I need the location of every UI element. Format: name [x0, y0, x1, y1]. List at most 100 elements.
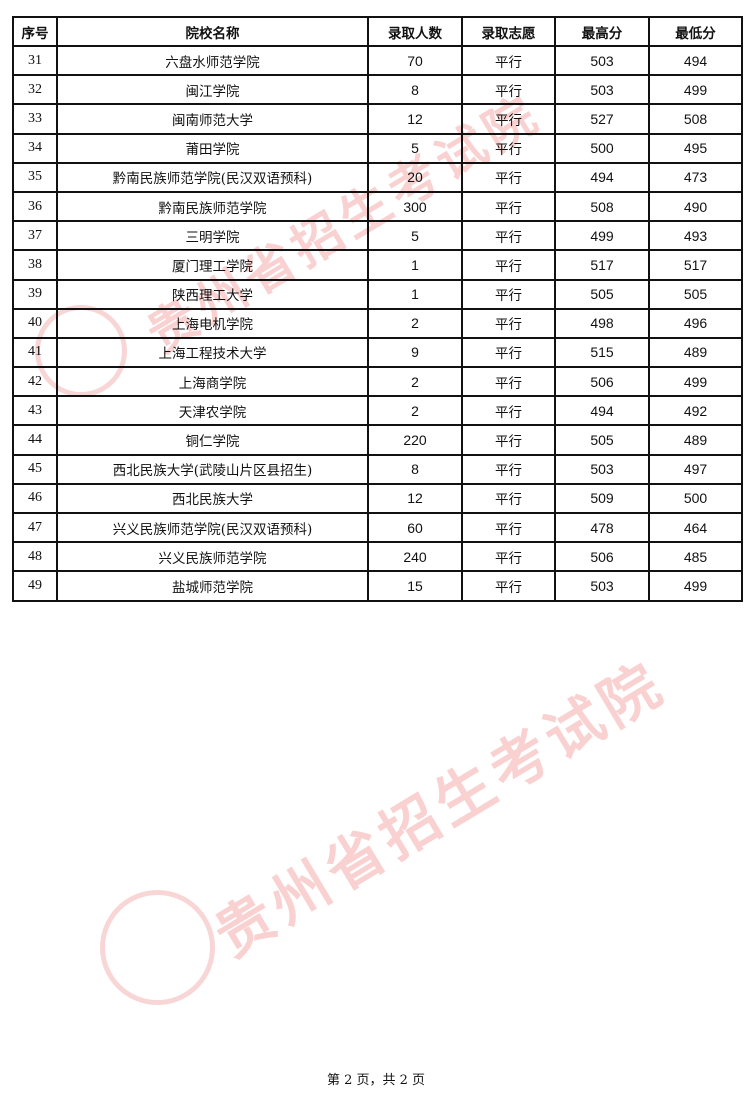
cell-max-score: 503 — [554, 453, 650, 485]
cell-max-score: 506 — [554, 366, 650, 398]
cell-max-score: 503 — [554, 570, 650, 602]
cell-index: 43 — [12, 395, 58, 427]
cell-max-score: 500 — [554, 132, 650, 164]
header-admitted-count: 录取人数 — [367, 16, 463, 47]
cell-max-score: 498 — [554, 307, 650, 339]
cell-preference: 平行 — [461, 44, 556, 77]
cell-preference: 平行 — [461, 395, 556, 427]
cell-admitted-count: 8 — [367, 74, 463, 106]
table-row: 37 三明学院 5 平行 499 493 — [12, 220, 743, 252]
cell-index: 46 — [12, 482, 58, 515]
cell-index: 32 — [12, 74, 58, 106]
cell-admitted-count: 15 — [367, 570, 463, 602]
cell-school-name: 上海电机学院 — [56, 307, 369, 339]
cell-school-name: 闽南师范大学 — [56, 103, 369, 135]
cell-preference: 平行 — [461, 190, 556, 223]
cell-index: 35 — [12, 161, 58, 193]
cell-min-score: 495 — [648, 132, 743, 164]
cell-school-name: 黔南民族师范学院(民汉双语预科) — [56, 161, 369, 193]
header-max-score: 最高分 — [554, 16, 650, 47]
table-row: 31 六盘水师范学院 70 平行 503 494 — [12, 44, 743, 77]
table-row: 47 兴义民族师范学院(民汉双语预科) 60 平行 478 464 — [12, 511, 743, 544]
cell-preference: 平行 — [461, 161, 556, 193]
table-row: 38 厦门理工学院 1 平行 517 517 — [12, 249, 743, 281]
cell-max-score: 494 — [554, 161, 650, 193]
cell-min-score: 490 — [648, 190, 743, 223]
cell-school-name: 厦门理工学院 — [56, 249, 369, 281]
cell-preference: 平行 — [461, 278, 556, 310]
cell-admitted-count: 20 — [367, 161, 463, 193]
header-min-score: 最低分 — [648, 16, 743, 47]
cell-max-score: 505 — [554, 424, 650, 456]
cell-min-score: 489 — [648, 424, 743, 456]
cell-max-score: 494 — [554, 395, 650, 427]
table-row: 42 上海商学院 2 平行 506 499 — [12, 366, 743, 398]
cell-min-score: 500 — [648, 482, 743, 515]
cell-school-name: 闽江学院 — [56, 74, 369, 106]
cell-admitted-count: 2 — [367, 307, 463, 339]
cell-admitted-count: 9 — [367, 336, 463, 369]
cell-admitted-count: 220 — [367, 424, 463, 456]
cell-preference: 平行 — [461, 132, 556, 164]
cell-preference: 平行 — [461, 307, 556, 339]
cell-school-name: 铜仁学院 — [56, 424, 369, 456]
cell-min-score: 473 — [648, 161, 743, 193]
table-row: 45 西北民族大学(武陵山片区县招生) 8 平行 503 497 — [12, 453, 743, 485]
cell-max-score: 503 — [554, 44, 650, 77]
cell-index: 33 — [12, 103, 58, 135]
cell-school-name: 西北民族大学(武陵山片区县招生) — [56, 453, 369, 485]
cell-index: 31 — [12, 44, 58, 77]
cell-admitted-count: 70 — [367, 44, 463, 77]
cell-min-score: 497 — [648, 453, 743, 485]
cell-admitted-count: 2 — [367, 395, 463, 427]
cell-admitted-count: 5 — [367, 132, 463, 164]
cell-admitted-count: 8 — [367, 453, 463, 485]
cell-admitted-count: 12 — [367, 482, 463, 515]
cell-min-score: 517 — [648, 249, 743, 281]
table-row: 49 盐城师范学院 15 平行 503 499 — [12, 570, 743, 602]
cell-max-score: 509 — [554, 482, 650, 515]
cell-max-score: 478 — [554, 511, 650, 544]
cell-max-score: 527 — [554, 103, 650, 135]
admission-table: 序号 院校名称 录取人数 录取志愿 最高分 最低分 31 六盘水师范学院 70 平行 503 494… — [12, 16, 743, 602]
cell-min-score: 505 — [648, 278, 743, 310]
cell-index: 40 — [12, 307, 58, 339]
header-school-name: 院校名称 — [56, 16, 369, 47]
cell-index: 38 — [12, 249, 58, 281]
cell-preference: 平行 — [461, 453, 556, 485]
watermark-logo-icon — [100, 890, 215, 1005]
cell-max-score: 505 — [554, 278, 650, 310]
table-row: 40 上海电机学院 2 平行 498 496 — [12, 307, 743, 339]
table-row: 36 黔南民族师范学院 300 平行 508 490 — [12, 190, 743, 223]
cell-min-score: 496 — [648, 307, 743, 339]
cell-admitted-count: 1 — [367, 278, 463, 310]
cell-admitted-count: 5 — [367, 220, 463, 252]
cell-school-name: 天津农学院 — [56, 395, 369, 427]
table-row: 34 莆田学院 5 平行 500 495 — [12, 132, 743, 164]
table-row: 32 闽江学院 8 平行 503 499 — [12, 74, 743, 106]
cell-school-name: 盐城师范学院 — [56, 570, 369, 602]
cell-index: 44 — [12, 424, 58, 456]
cell-preference: 平行 — [461, 74, 556, 106]
cell-index: 36 — [12, 190, 58, 223]
cell-index: 34 — [12, 132, 58, 164]
cell-max-score: 506 — [554, 541, 650, 573]
cell-min-score: 489 — [648, 336, 743, 369]
cell-index: 41 — [12, 336, 58, 369]
cell-school-name: 莆田学院 — [56, 132, 369, 164]
table-row: 41 上海工程技术大学 9 平行 515 489 — [12, 336, 743, 369]
cell-school-name: 兴义民族师范学院(民汉双语预科) — [56, 511, 369, 544]
table-row: 46 西北民族大学 12 平行 509 500 — [12, 482, 743, 515]
cell-min-score: 464 — [648, 511, 743, 544]
cell-admitted-count: 2 — [367, 366, 463, 398]
cell-school-name: 三明学院 — [56, 220, 369, 252]
cell-min-score: 499 — [648, 366, 743, 398]
cell-preference: 平行 — [461, 249, 556, 281]
cell-admitted-count: 1 — [367, 249, 463, 281]
cell-max-score: 517 — [554, 249, 650, 281]
cell-school-name: 上海商学院 — [56, 366, 369, 398]
cell-preference: 平行 — [461, 103, 556, 135]
cell-index: 47 — [12, 511, 58, 544]
cell-school-name: 陕西理工大学 — [56, 278, 369, 310]
cell-school-name: 六盘水师范学院 — [56, 44, 369, 77]
